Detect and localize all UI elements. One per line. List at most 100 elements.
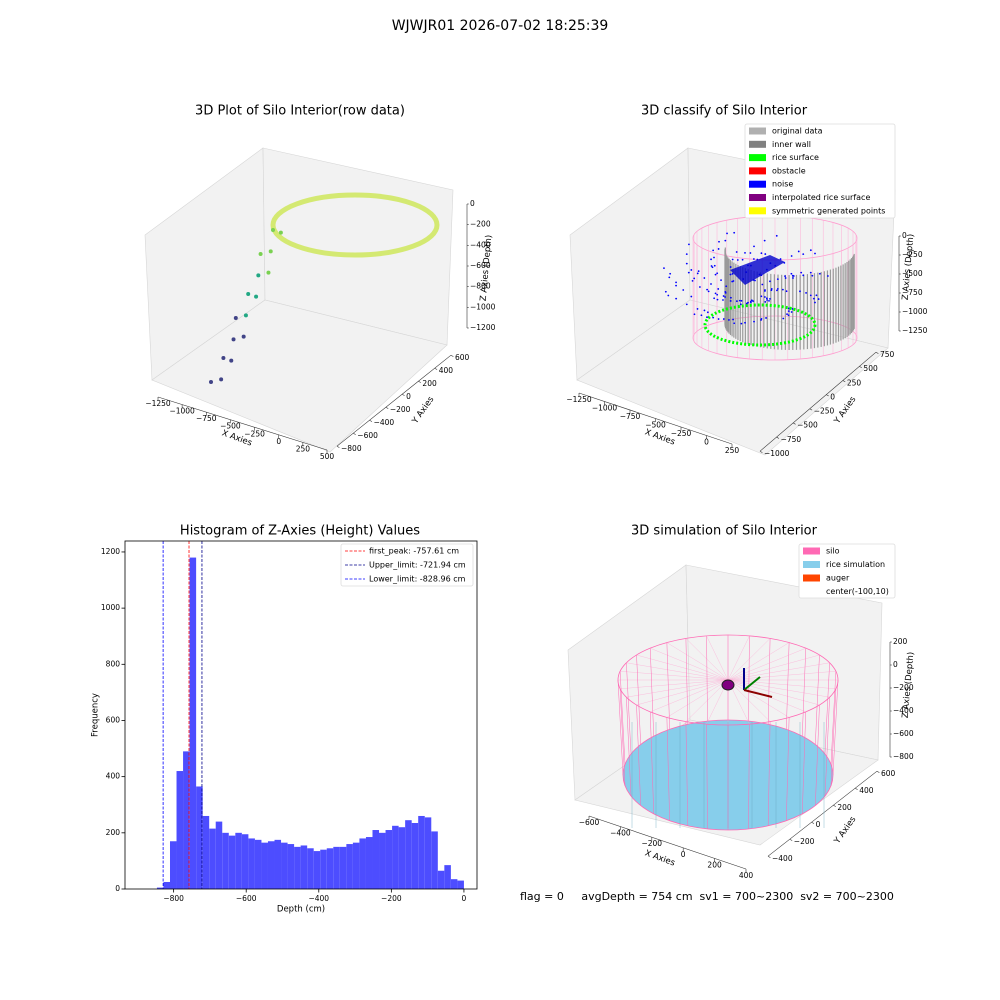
z-tick-label: 0 (470, 199, 475, 208)
noise (685, 253, 688, 256)
noise (785, 290, 788, 293)
y-tick-label: 750 (880, 350, 895, 359)
y-tick-label: 400 (439, 366, 454, 375)
bar (352, 842, 360, 889)
legend-label: Upper_limit: -721.94 cm (369, 561, 466, 570)
noise (744, 252, 746, 254)
silo-outline (767, 638, 771, 725)
bar (398, 827, 406, 889)
noise (787, 307, 790, 310)
bar (450, 879, 458, 889)
noise (768, 299, 770, 302)
tick-mark (792, 422, 796, 425)
silo-outline (636, 654, 641, 745)
point-cloud (271, 228, 275, 232)
noise (729, 300, 732, 302)
silo-outline (685, 679, 729, 722)
bar (300, 845, 308, 889)
noise (722, 299, 724, 301)
legend-label: original data (772, 127, 823, 136)
silo-outline (786, 642, 790, 730)
noise (693, 313, 696, 316)
bar (202, 815, 210, 889)
noise (760, 317, 763, 320)
silo-outline (626, 662, 729, 681)
point-cloud (221, 356, 226, 360)
x-tick-label: −250 (671, 429, 692, 438)
x-tick-label: −500 (645, 421, 666, 430)
z-tick-label: 0 (893, 660, 898, 669)
legend-swatch (803, 574, 820, 582)
noise (706, 311, 709, 314)
silo-outline (767, 721, 771, 826)
bar (235, 832, 242, 889)
silo-outline (706, 724, 708, 829)
silo-outline (626, 697, 632, 797)
noise (693, 277, 696, 280)
noise (740, 299, 743, 302)
bar (359, 838, 366, 889)
axis-arrow (743, 676, 761, 691)
noise (764, 253, 767, 255)
z-tick-label: −800 (470, 282, 491, 291)
silo-outline (666, 642, 729, 681)
z-tick-label: −1000 (470, 302, 496, 311)
legend-swatch (749, 207, 766, 215)
bar (333, 846, 340, 889)
x-tick-label: −750 (620, 412, 641, 421)
bar (424, 817, 432, 889)
tick-mark (369, 419, 373, 422)
auger-center (721, 679, 735, 691)
silo-outline (727, 648, 806, 681)
x-tick-label: −400 (610, 829, 631, 838)
bar (437, 870, 445, 889)
noise (724, 239, 727, 242)
x-tick-label: 200 (707, 860, 722, 869)
noise (675, 297, 678, 300)
legend-swatch (749, 154, 766, 162)
silo-outline (666, 679, 729, 718)
noise (714, 273, 717, 276)
noise (735, 251, 738, 253)
noise (710, 258, 712, 261)
noise (792, 277, 794, 279)
x-tick-label: 0 (462, 894, 467, 903)
noise (809, 249, 812, 252)
silo-outline (626, 679, 729, 698)
bar (196, 786, 203, 889)
noise (729, 266, 732, 268)
noise (741, 258, 744, 261)
y-tick-label: 250 (847, 378, 862, 387)
noise (725, 285, 728, 288)
noise (716, 272, 719, 275)
noise (776, 289, 778, 292)
bar (313, 851, 321, 889)
noise (728, 319, 730, 321)
noise (732, 280, 735, 282)
z-tick-label: −400 (893, 706, 914, 715)
y-tick-label: 200 (422, 379, 437, 388)
noise (716, 293, 719, 296)
y-tick-label: 200 (106, 828, 121, 837)
y-tick-label: 200 (837, 803, 852, 812)
z-tick-label: −1250 (902, 326, 928, 335)
tick-mark (859, 366, 862, 369)
noise (703, 277, 706, 279)
silo-outline (748, 635, 750, 722)
noise (811, 274, 814, 277)
noise (682, 289, 685, 291)
noise (706, 316, 708, 319)
silo-outline (685, 721, 689, 826)
noise (713, 256, 715, 259)
z-tick-label: −200 (893, 683, 914, 692)
bar (189, 557, 197, 889)
noise (776, 287, 779, 290)
bar (215, 821, 223, 889)
noise (663, 267, 665, 270)
noise (726, 232, 728, 235)
silo-outline (830, 671, 837, 765)
silo-outline (824, 697, 830, 797)
bar (339, 846, 347, 889)
legend-swatch (749, 127, 766, 135)
noise (760, 252, 763, 255)
